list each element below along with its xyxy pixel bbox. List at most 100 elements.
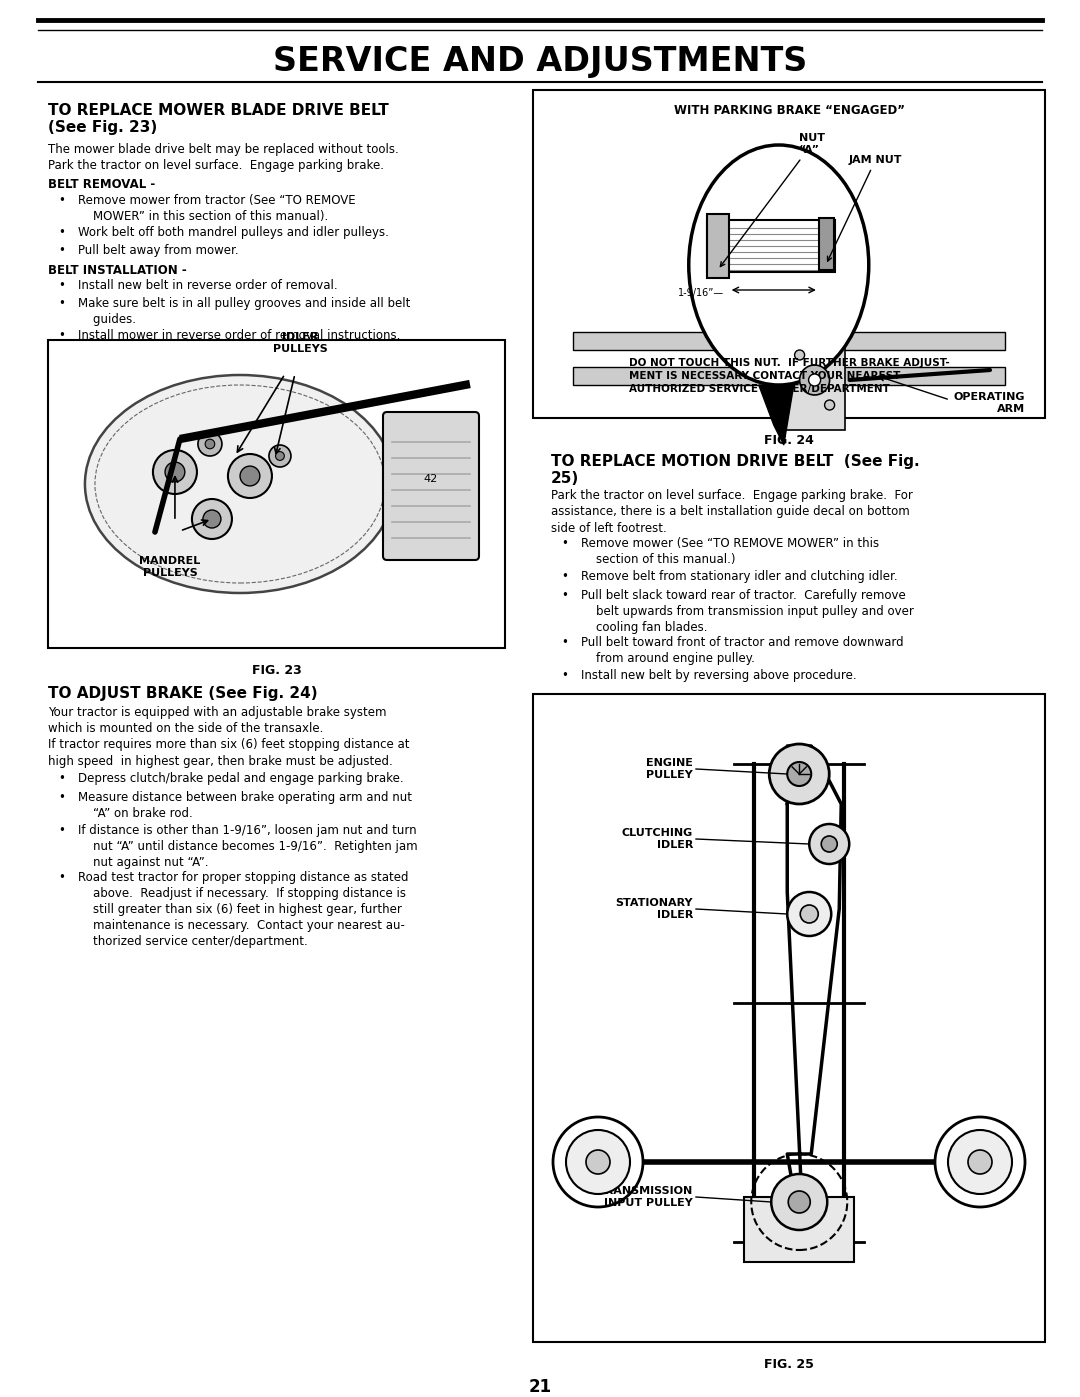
Text: Make sure belt is in all pulley grooves and inside all belt
    guides.: Make sure belt is in all pulley grooves … (78, 298, 410, 326)
Text: 25): 25) (551, 471, 579, 486)
Text: Pull belt slack toward rear of tractor.  Carefully remove
    belt upwards from : Pull belt slack toward rear of tractor. … (581, 590, 914, 634)
Circle shape (203, 510, 221, 528)
Ellipse shape (689, 145, 868, 386)
Circle shape (192, 499, 232, 539)
Text: Measure distance between brake operating arm and nut
    “A” on brake rod.: Measure distance between brake operating… (78, 791, 411, 820)
Text: •: • (58, 194, 65, 207)
Text: STATIONARY
IDLER: STATIONARY IDLER (616, 898, 693, 919)
Circle shape (240, 467, 260, 486)
Circle shape (153, 450, 197, 495)
Circle shape (586, 1150, 610, 1173)
Text: If distance is other than 1-9/16”, loosen jam nut and turn
    nut “A” until dis: If distance is other than 1-9/16”, loose… (78, 824, 418, 869)
Text: MANDREL
PULLEYS: MANDREL PULLEYS (139, 556, 201, 577)
Bar (573, 332, 1005, 351)
Text: •: • (561, 536, 568, 550)
Text: •: • (58, 791, 65, 805)
Circle shape (800, 905, 819, 923)
Text: WITH PARKING BRAKE “ENGAGED”: WITH PARKING BRAKE “ENGAGED” (674, 103, 905, 117)
Circle shape (275, 451, 284, 461)
Text: •: • (58, 870, 65, 884)
Text: •: • (58, 330, 65, 342)
Text: •: • (58, 226, 65, 239)
Text: •: • (561, 590, 568, 602)
Bar (744, 1197, 854, 1261)
Text: Install new belt by reversing above procedure.: Install new belt by reversing above proc… (581, 669, 856, 682)
Text: •: • (58, 824, 65, 837)
Text: •: • (561, 636, 568, 650)
Text: •: • (58, 244, 65, 257)
Circle shape (787, 761, 811, 787)
Circle shape (825, 400, 835, 409)
Text: •: • (561, 669, 568, 682)
Text: If tractor requires more than six (6) feet stopping distance at
high speed  in h: If tractor requires more than six (6) fe… (48, 738, 409, 767)
Text: Install new belt in reverse order of removal.: Install new belt in reverse order of rem… (78, 279, 338, 292)
Text: (See Fig. 23): (See Fig. 23) (48, 120, 158, 136)
Polygon shape (759, 386, 794, 446)
Text: •: • (58, 298, 65, 310)
Circle shape (198, 432, 222, 455)
Bar (819, 218, 834, 270)
Circle shape (269, 446, 291, 467)
Text: The mower blade drive belt may be replaced without tools.
Park the tractor on le: The mower blade drive belt may be replac… (48, 142, 399, 172)
Text: FIG. 24: FIG. 24 (764, 434, 814, 447)
Circle shape (935, 1118, 1025, 1207)
Circle shape (566, 1130, 630, 1194)
Text: •: • (58, 279, 65, 292)
Circle shape (821, 835, 837, 852)
Text: BELT INSTALLATION -: BELT INSTALLATION - (48, 264, 187, 277)
Circle shape (165, 462, 185, 482)
Text: BELT REMOVAL -: BELT REMOVAL - (48, 177, 156, 191)
Text: Remove belt from stationary idler and clutching idler.: Remove belt from stationary idler and cl… (581, 570, 897, 583)
Bar (573, 367, 1005, 386)
Text: Pull belt toward front of tractor and remove downward
    from around engine pul: Pull belt toward front of tractor and re… (581, 636, 904, 665)
Circle shape (788, 1192, 810, 1213)
Text: TRANSMISSION
INPUT PULLEY: TRANSMISSION INPUT PULLEY (597, 1186, 693, 1208)
Circle shape (228, 454, 272, 497)
Circle shape (795, 351, 805, 360)
Text: FIG. 23: FIG. 23 (252, 664, 301, 678)
Text: Road test tractor for proper stopping distance as stated
    above.  Readjust if: Road test tractor for proper stopping di… (78, 870, 408, 949)
Text: Remove mower from tractor (See “TO REMOVE
    MOWER” in this section of this man: Remove mower from tractor (See “TO REMOV… (78, 194, 355, 224)
Circle shape (553, 1118, 643, 1207)
Text: JAM NUT: JAM NUT (827, 155, 902, 261)
Bar (534, 89, 1045, 418)
Text: TO ADJUST BRAKE (See Fig. 24): TO ADJUST BRAKE (See Fig. 24) (48, 686, 318, 701)
Circle shape (809, 374, 821, 386)
Circle shape (968, 1150, 993, 1173)
Text: Install mower in reverse order of removal instructions.: Install mower in reverse order of remova… (78, 330, 401, 342)
Text: TO REPLACE MOTION DRIVE BELT  (See Fig.: TO REPLACE MOTION DRIVE BELT (See Fig. (551, 454, 920, 469)
Circle shape (771, 1173, 827, 1229)
Text: ENGINE
PULLEY: ENGINE PULLEY (646, 759, 693, 780)
Text: NUT
“A”: NUT “A” (720, 133, 825, 267)
Text: OPERATING
ARM: OPERATING ARM (954, 393, 1025, 414)
Text: IDLER
PULLEYS: IDLER PULLEYS (272, 332, 327, 353)
Circle shape (809, 824, 849, 863)
Text: Remove mower (See “TO REMOVE MOWER” in this
    section of this manual.): Remove mower (See “TO REMOVE MOWER” in t… (581, 536, 879, 566)
Circle shape (205, 439, 215, 448)
Text: 1-9/16”—: 1-9/16”— (677, 288, 724, 298)
Circle shape (769, 745, 829, 805)
FancyBboxPatch shape (383, 412, 480, 560)
Bar (706, 214, 729, 278)
Text: Depress clutch/brake pedal and engage parking brake.: Depress clutch/brake pedal and engage pa… (78, 773, 404, 785)
Text: 21: 21 (528, 1377, 552, 1396)
Text: TO REPLACE MOWER BLADE DRIVE BELT: TO REPLACE MOWER BLADE DRIVE BELT (48, 103, 389, 117)
Text: Pull belt away from mower.: Pull belt away from mower. (78, 244, 239, 257)
Text: 42: 42 (423, 474, 438, 483)
Text: CLUTCHING
IDLER: CLUTCHING IDLER (622, 828, 693, 849)
Text: Park the tractor on level surface.  Engage parking brake.  For
assistance, there: Park the tractor on level surface. Engag… (551, 489, 913, 535)
Text: DO NOT TOUCH THIS NUT.  IF FURTHER BRAKE ADJUST-
MENT IS NECESSARY CONTACT YOUR : DO NOT TOUCH THIS NUT. IF FURTHER BRAKE … (629, 358, 949, 394)
Bar (534, 694, 1045, 1343)
Text: Work belt off both mandrel pulleys and idler pulleys.: Work belt off both mandrel pulleys and i… (78, 226, 389, 239)
Circle shape (799, 365, 829, 395)
Text: •: • (58, 773, 65, 785)
Ellipse shape (85, 374, 395, 592)
Text: •: • (561, 570, 568, 583)
Circle shape (787, 893, 832, 936)
Text: FIG. 25: FIG. 25 (764, 1358, 814, 1370)
Text: SERVICE AND ADJUSTMENTS: SERVICE AND ADJUSTMENTS (273, 46, 807, 78)
Bar (706, 219, 835, 272)
Text: Your tractor is equipped with an adjustable brake system
which is mounted on the: Your tractor is equipped with an adjusta… (48, 705, 387, 735)
Bar (784, 330, 845, 430)
Circle shape (948, 1130, 1012, 1194)
